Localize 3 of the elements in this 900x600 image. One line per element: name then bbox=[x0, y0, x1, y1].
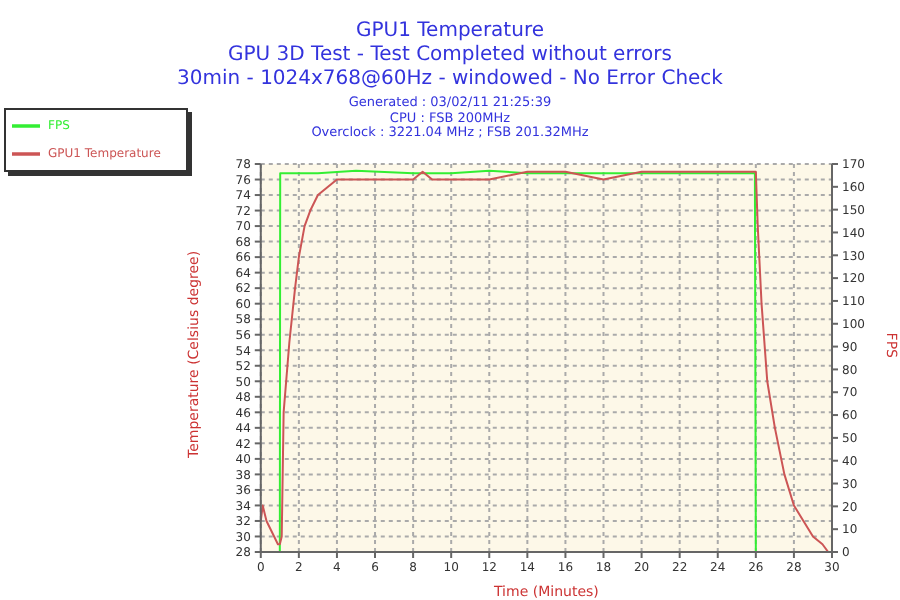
chart-subtitle: GPU 3D Test - Test Completed without errors bbox=[226, 44, 674, 68]
text: 30min - 1024x768@60Hz - windowed - No Error Check bbox=[175, 68, 725, 92]
chart-title: GPU1 Temperature bbox=[354, 20, 546, 44]
